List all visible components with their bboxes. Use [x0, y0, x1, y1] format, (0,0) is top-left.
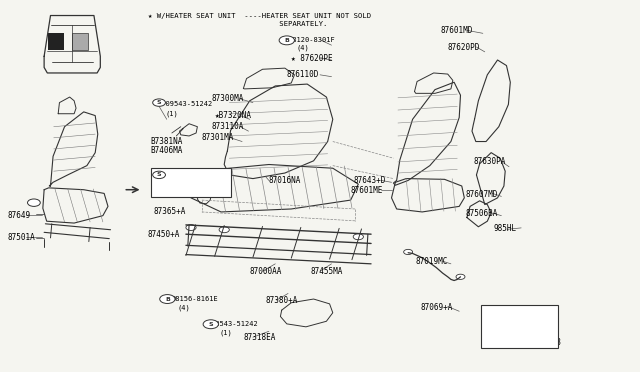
Circle shape — [456, 274, 465, 279]
Text: S: S — [157, 100, 161, 105]
Circle shape — [279, 36, 294, 45]
Text: B7381NA: B7381NA — [151, 137, 183, 146]
Circle shape — [353, 234, 364, 240]
Text: 87506BA: 87506BA — [466, 209, 498, 218]
Text: 87630PA: 87630PA — [473, 157, 506, 166]
Text: 985HL: 985HL — [493, 224, 517, 233]
Text: 87455MA: 87455MA — [310, 267, 343, 276]
Circle shape — [153, 99, 166, 106]
Text: (1): (1) — [220, 330, 232, 336]
Circle shape — [404, 249, 413, 254]
Text: 876110D: 876110D — [287, 70, 319, 79]
Text: 08543-51242: 08543-51242 — [211, 321, 258, 327]
Text: J87000W3: J87000W3 — [524, 338, 561, 347]
Text: ★B7320NA: ★B7320NA — [214, 111, 252, 120]
FancyBboxPatch shape — [151, 168, 231, 197]
Text: 87069+A: 87069+A — [421, 303, 453, 312]
Text: B: B — [165, 296, 170, 302]
Circle shape — [203, 320, 218, 329]
Text: ★ W/HEATER SEAT UNIT  ----HEATER SEAT UNIT NOT SOLD: ★ W/HEATER SEAT UNIT ----HEATER SEAT UNI… — [148, 13, 371, 19]
Text: 87301MA: 87301MA — [202, 133, 234, 142]
Circle shape — [500, 318, 507, 322]
Text: 87016NA: 87016NA — [269, 176, 301, 185]
Text: B: B — [284, 38, 289, 43]
Text: S: S — [209, 322, 213, 327]
Text: (2): (2) — [166, 186, 178, 192]
Text: 87620PD: 87620PD — [448, 42, 480, 51]
Circle shape — [186, 225, 196, 231]
Text: 08543-51242: 08543-51242 — [157, 177, 204, 183]
Text: 87450+A: 87450+A — [148, 230, 180, 239]
Text: 87607MD: 87607MD — [466, 190, 498, 199]
Text: 87601MD: 87601MD — [440, 26, 472, 35]
Bar — [72, 33, 88, 49]
Text: 873110A: 873110A — [211, 122, 244, 131]
Text: 08156-8161E: 08156-8161E — [172, 296, 218, 302]
Text: 87365+A: 87365+A — [154, 208, 186, 217]
Circle shape — [153, 171, 166, 179]
Text: 87318EA: 87318EA — [243, 333, 276, 343]
Text: 87649: 87649 — [7, 211, 30, 220]
Circle shape — [489, 326, 495, 330]
Text: (4): (4) — [177, 304, 190, 311]
Text: S: S — [157, 172, 161, 177]
Text: 87643+D: 87643+D — [354, 176, 386, 185]
Text: (4): (4) — [296, 45, 309, 51]
Text: (1): (1) — [166, 110, 178, 117]
Text: 87601ME: 87601ME — [351, 186, 383, 195]
Text: SEPARATELY.: SEPARATELY. — [148, 21, 327, 27]
Text: 87019MC: 87019MC — [415, 257, 447, 266]
Text: S 09543-51242: S 09543-51242 — [157, 102, 212, 108]
Bar — [48, 33, 64, 49]
Circle shape — [219, 227, 229, 233]
Text: ★ 87620PE: ★ 87620PE — [291, 54, 333, 62]
Text: 87000AA: 87000AA — [250, 267, 282, 276]
Circle shape — [28, 199, 40, 206]
Circle shape — [545, 322, 552, 326]
Text: 08120-8301F: 08120-8301F — [288, 36, 335, 43]
Circle shape — [513, 326, 520, 330]
Text: 87380+A: 87380+A — [266, 296, 298, 305]
Text: 87300MA: 87300MA — [211, 94, 244, 103]
Text: B7406MA: B7406MA — [151, 146, 183, 155]
FancyBboxPatch shape — [481, 305, 558, 348]
Circle shape — [526, 318, 532, 322]
Circle shape — [160, 295, 175, 304]
Circle shape — [539, 326, 545, 330]
Text: 87501A: 87501A — [7, 233, 35, 243]
